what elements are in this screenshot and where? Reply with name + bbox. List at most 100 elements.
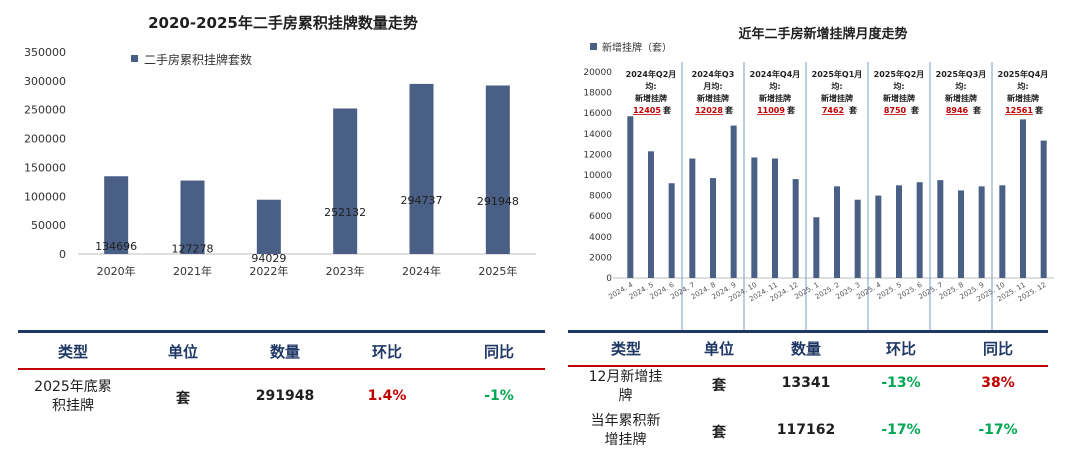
row-mom: 1.4% [367, 388, 407, 404]
left-bar-data-label: 294737 [401, 194, 443, 207]
annotation-value: 12561 [1005, 106, 1033, 115]
annotation-text: 月均: [702, 81, 722, 91]
right-bar [896, 185, 902, 278]
right-y-tick-label: 12000 [583, 150, 612, 160]
right-y-tick-label: 14000 [583, 130, 612, 140]
left-y-tick-label: 100000 [24, 190, 66, 203]
table-header-rule [568, 365, 1048, 367]
annotation-value: 12405 [633, 106, 661, 115]
header-type: 类型 [57, 343, 88, 361]
annotation-text: 2025年Q1月 [812, 69, 863, 79]
header-qty: 数量 [269, 343, 300, 361]
left-bar-data-label: 291948 [477, 195, 519, 208]
annotation-text: 新增挂牌 [945, 93, 977, 103]
row-2-qty: 117162 [776, 422, 836, 438]
right-bar [834, 186, 840, 278]
header-unit: 单位 [167, 343, 198, 361]
right-bar [978, 186, 985, 278]
header-unit: 单位 [703, 340, 734, 358]
right-bar [854, 199, 861, 278]
row-1-type-line-1: 12月新增挂 [588, 369, 663, 385]
table-top-rule [568, 330, 1048, 333]
row-2-type-line-2: 增挂牌 [604, 432, 647, 448]
annotation-text: 新增挂牌 [635, 93, 667, 103]
left-x-tick-label: 2025年 [478, 264, 517, 278]
left-bar [180, 180, 205, 254]
left-bar-data-label: 94029 [251, 252, 286, 265]
left-bar [409, 83, 434, 254]
left-bar [104, 176, 129, 254]
annotation-text: 新增挂牌 [759, 93, 791, 103]
row-1-mom: -13% [881, 375, 921, 391]
annotation-text: 2024年Q2月 [626, 69, 677, 79]
right-bar [751, 157, 758, 278]
annotation-value: 12028 [695, 106, 723, 115]
annotation-text: 均: [955, 81, 966, 91]
row-1-yoy: 38% [981, 375, 1015, 391]
right-y-tick-label: 16000 [583, 109, 612, 119]
left-bar-data-label: 127278 [172, 242, 214, 255]
annotation-text: 2024年Q4月 [750, 69, 801, 79]
annotation-text: 新增挂牌 [883, 93, 915, 103]
left-y-tick-label: 0 [59, 248, 66, 261]
annotation-unit: 套 [724, 105, 734, 115]
right-y-tick-label: 10000 [583, 171, 612, 181]
left-bar-data-label: 252132 [324, 206, 366, 219]
row-1-qty: 13341 [781, 375, 831, 391]
right-bar [668, 183, 675, 278]
annotation-unit: 套 [662, 105, 672, 115]
annotation-text: 均: [893, 81, 904, 91]
right-bar [999, 185, 1006, 278]
left-bar-chart: 2020-2025年二手房累积挂牌数量走势 二手房累积挂牌套数 0 50000 10… [24, 14, 536, 278]
left-y-tick-label: 300000 [24, 75, 66, 88]
right-bar [648, 151, 654, 278]
right-y-tick-label: 8000 [589, 192, 612, 202]
row-1-type: 12月新增挂 牌 [568, 368, 683, 406]
annotation-unit: 套 [786, 105, 796, 115]
row-1-unit: 套 [712, 378, 726, 394]
annotation-value: 8750 [884, 106, 907, 115]
annotation-text: 2025年Q2月 [874, 69, 925, 79]
left-y-tick-label: 350000 [24, 46, 66, 59]
right-y-tick-label: 4000 [589, 233, 612, 243]
left-y-tick-label: 150000 [24, 161, 66, 174]
annotation-text: 均: [769, 81, 780, 91]
annotation-text: 新增挂牌 [1007, 93, 1039, 103]
annotation-value: 7462 [822, 106, 844, 115]
right-bar [689, 158, 696, 278]
right-bar [813, 217, 820, 278]
left-bar [333, 108, 358, 254]
row-2-yoy: -17% [978, 422, 1018, 438]
left-bar-data-label: 134696 [95, 240, 137, 253]
row-type-line-2: 积挂牌 [52, 398, 94, 414]
row-2-type-line-1: 当年累积新 [590, 413, 661, 429]
left-x-tick-label: 2021年 [173, 264, 212, 278]
annotation-value: 8946 [946, 106, 969, 115]
annotation-text: 2025年Q3月 [936, 69, 987, 79]
left-summary-table: 类型 单位 数量 环比 同比 2025年底累 积挂牌 套 291948 1.4%… [18, 330, 545, 450]
right-legend-swatch [590, 43, 597, 50]
table-header-rule [18, 368, 545, 370]
right-bar [710, 178, 716, 278]
annotation-unit: 套 [848, 105, 858, 115]
row-2-type: 当年累积新 增挂牌 [568, 412, 683, 450]
annotation-text: 均: [831, 81, 842, 91]
left-x-tick-label: 2024年 [402, 264, 441, 278]
header-yoy: 同比 [483, 343, 514, 361]
right-bar [958, 190, 964, 278]
row-type-line-1: 2025年底累 [34, 379, 112, 395]
right-y-tick-label: 2000 [589, 253, 612, 263]
annotation-value: 11009 [757, 106, 785, 115]
annotation-text: 2024年Q3 [692, 69, 735, 79]
right-bar [937, 180, 944, 278]
annotation-text: 2025年Q4月 [998, 69, 1049, 79]
right-summary-table: 类型 单位 数量 环比 同比 12月新增挂 牌 套 13341 -13% 38%… [568, 330, 1069, 450]
right-bar [730, 125, 737, 278]
annotation-text: 新增挂牌 [821, 93, 853, 103]
row-type: 2025年底累 积挂牌 [18, 378, 128, 416]
left-x-tick-label: 2020年 [97, 264, 136, 278]
header-qty: 数量 [790, 340, 821, 358]
annotation-text: 均: [1017, 81, 1028, 91]
annotation-unit: 套 [910, 105, 920, 115]
left-chart-title: 2020-2025年二手房累积挂牌数量走势 [148, 14, 418, 32]
